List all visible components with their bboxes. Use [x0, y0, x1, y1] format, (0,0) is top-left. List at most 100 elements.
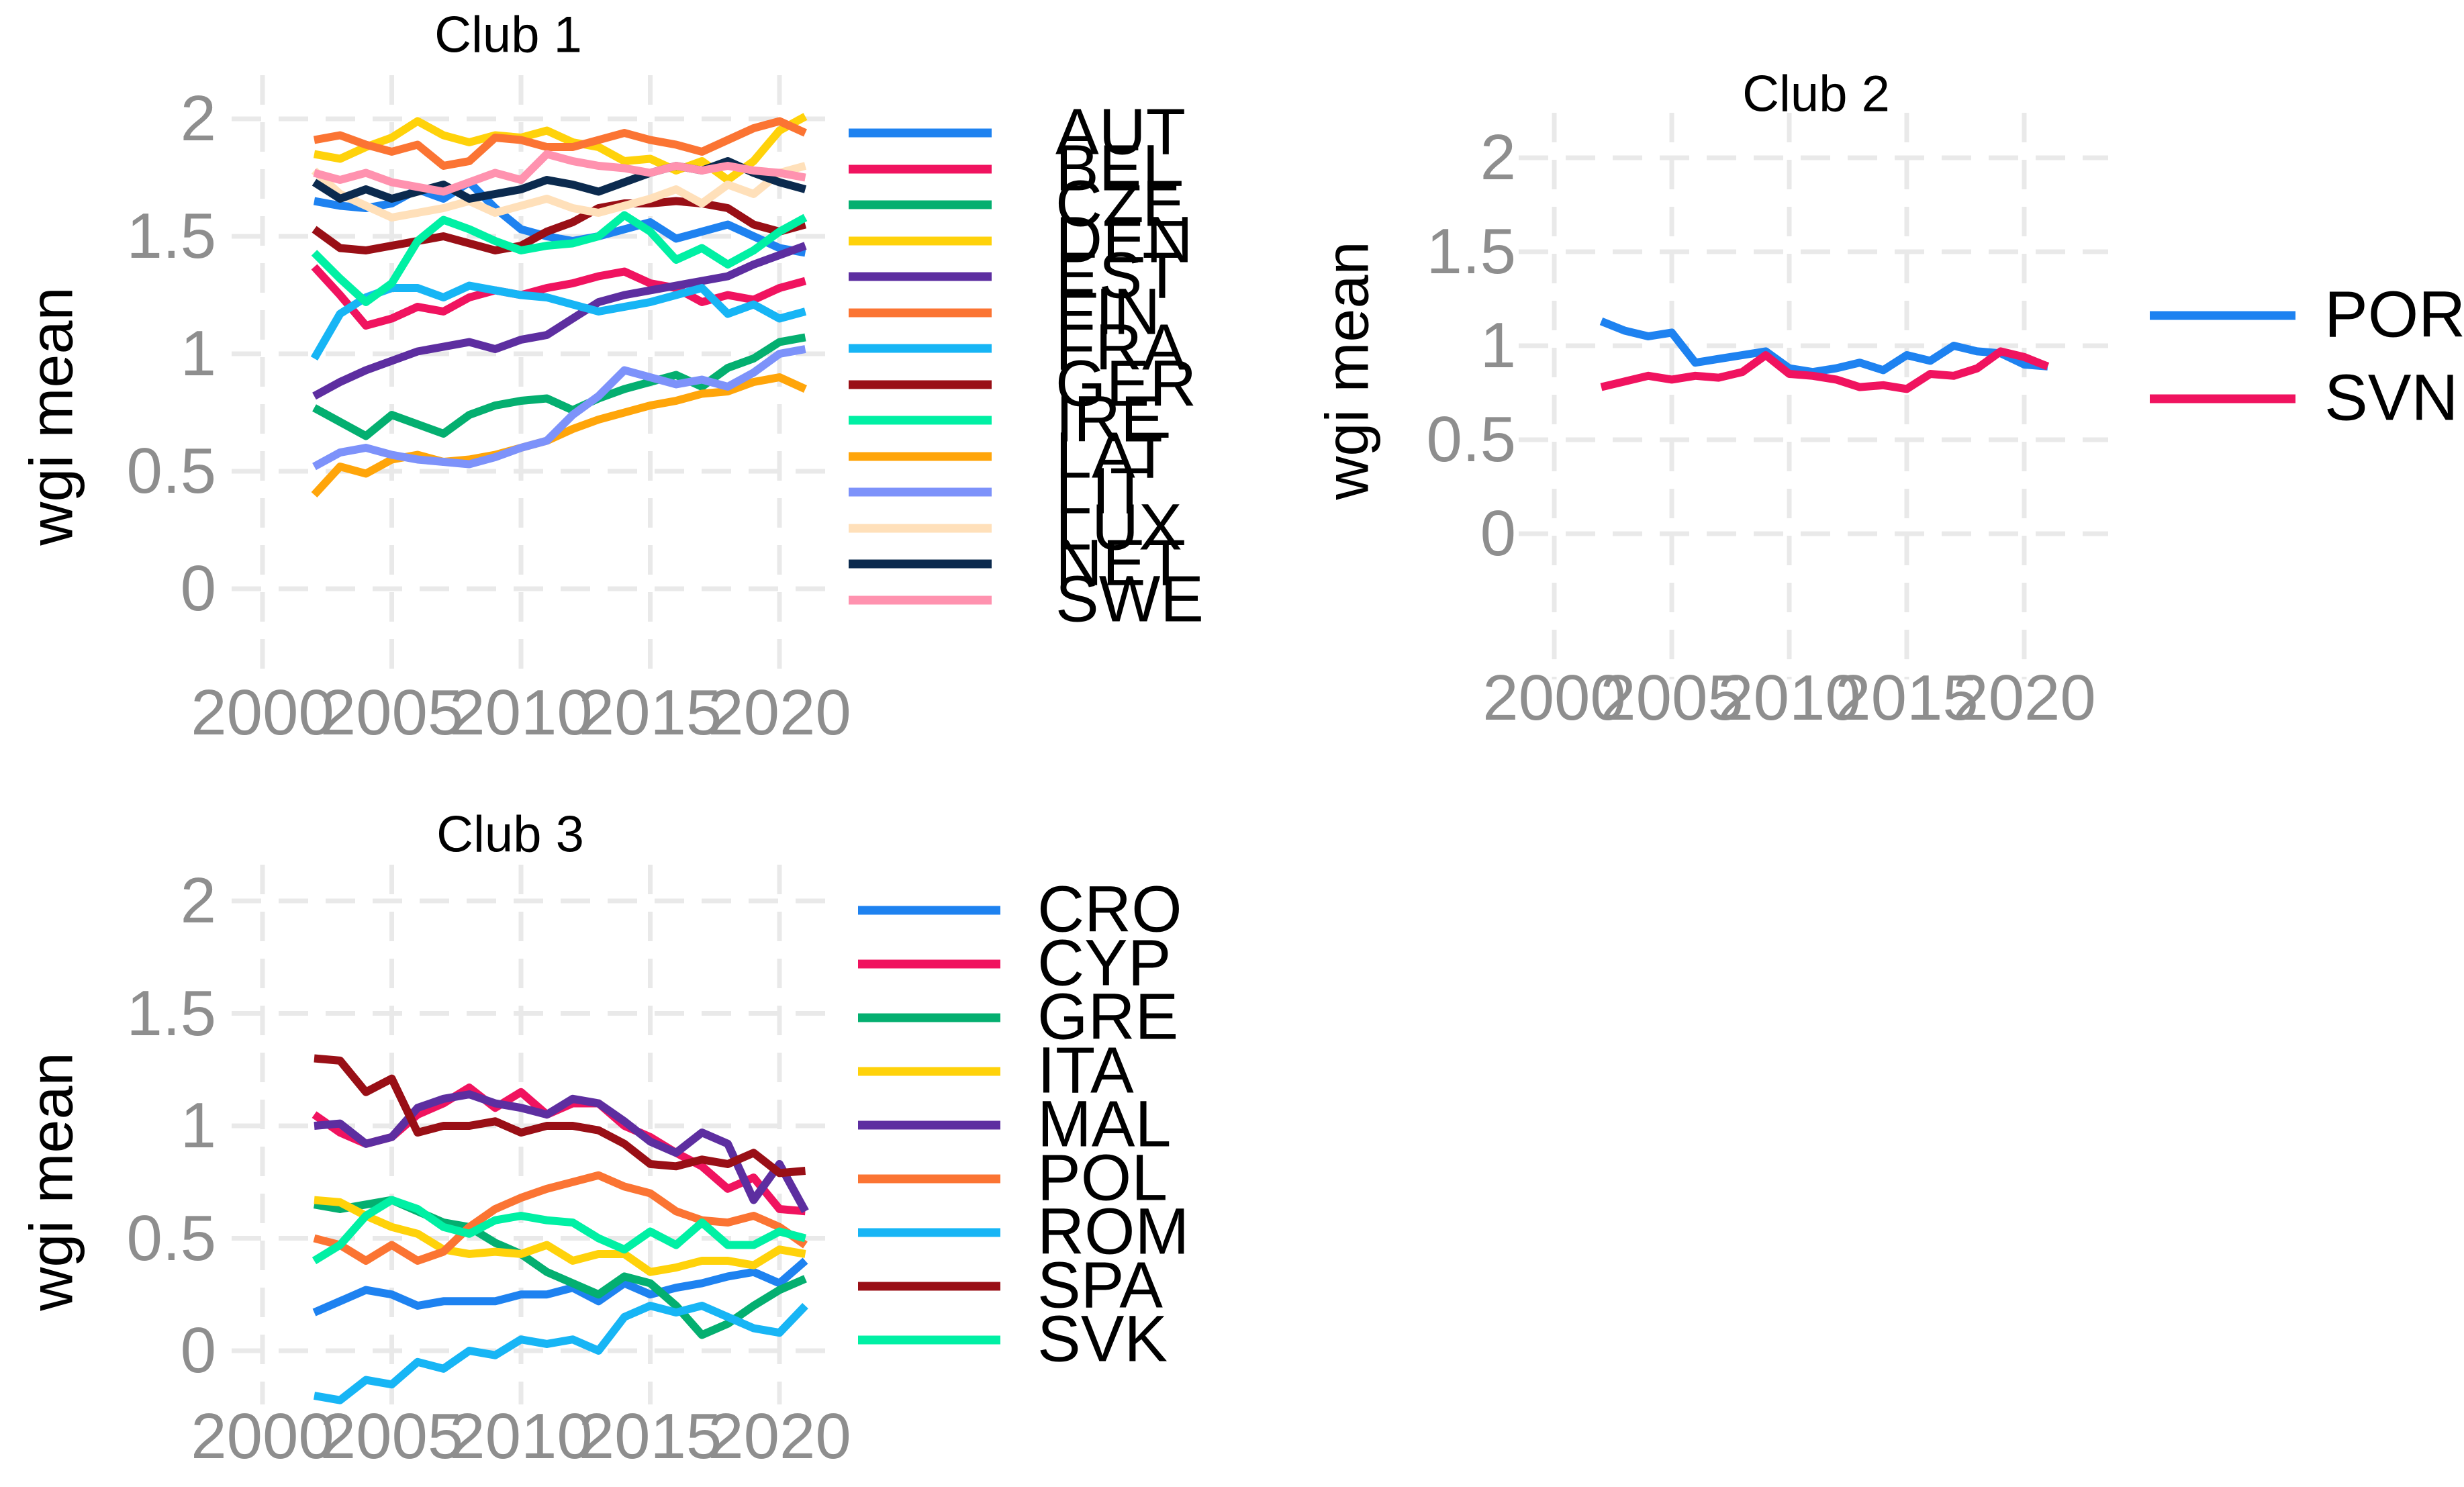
club-1-panel-title: Club 1	[434, 6, 582, 64]
club-1-legend-key-FIN	[849, 308, 992, 317]
club-3-legend-label-CRO: CRO	[1037, 872, 1182, 946]
club-3-legend-key-CRO	[858, 906, 1000, 915]
club-3-legend-key-ROM	[858, 1228, 1000, 1237]
club-1-legend-key-IRE	[849, 416, 992, 425]
club-3-line-MAL	[314, 1090, 809, 1214]
club-3-x-tick-label: 2015	[578, 1400, 722, 1472]
club-3-legend-key-SVK	[858, 1335, 1000, 1345]
club-1-y-tick-label: 0	[180, 553, 216, 624]
club-1-line-GER	[312, 197, 807, 254]
club-3-panel-title: Club 3	[436, 806, 584, 863]
club-2-legend-label-SVN: SVN	[2324, 361, 2459, 434]
club-1-legend-key-NET	[849, 559, 992, 569]
club-1-line-LAT	[311, 373, 807, 498]
club-1-legend-label-EST: EST	[1055, 238, 1182, 312]
club-1-legend-label-DEN: DEN	[1055, 203, 1193, 277]
club-3-line-POL	[313, 1171, 808, 1265]
club-1-legend-label-LAT: LAT	[1055, 418, 1170, 492]
club-1-legend-key-BEL	[849, 164, 992, 173]
club-3-line-SVK	[312, 1196, 807, 1265]
club-2-line-POR	[1599, 318, 2048, 377]
club-3-line-ITA	[314, 1196, 806, 1276]
club-1-legend-key-LUX	[849, 524, 992, 532]
club-1-line-DEN	[313, 113, 808, 184]
club-3-y-tick-label: 1.5	[126, 977, 216, 1049]
club-3-legend-label-CYP: CYP	[1037, 926, 1172, 1000]
club-1-line-FRA	[310, 281, 807, 361]
club-2-y-tick-label: 0	[1480, 497, 1516, 569]
club-3-legend-key-ITA	[858, 1067, 1000, 1076]
club-3-legend-label-POL: POL	[1037, 1141, 1168, 1214]
club-1-x-tick-label: 2020	[708, 677, 851, 749]
club-1-legend-label-IRE: IRE	[1055, 382, 1164, 456]
club-3-y-tick-label: 0	[180, 1314, 216, 1386]
club-1-legend-label-FRA: FRA	[1055, 310, 1186, 384]
club-2-y-tick-label: 0.5	[1426, 403, 1516, 475]
club-2-legend-key-POR	[2150, 311, 2295, 320]
club-3-legend-key-CYP	[858, 959, 1000, 969]
club-2-x-tick-label: 2020	[1952, 662, 2096, 734]
club-1-legend-key-FRA	[849, 344, 992, 353]
club-3-legend-key-MAL	[858, 1120, 1000, 1130]
club-2-x-tick-label: 2015	[1835, 662, 1979, 734]
club-1-legend-key-SWE	[849, 595, 992, 604]
club-3-y-tick-label: 2	[180, 865, 216, 937]
club-1-legend-label-GER: GER	[1055, 346, 1197, 420]
club-1-line-FIN	[313, 117, 807, 170]
club-1-legend-key-CZE	[849, 200, 992, 209]
club-3-x-tick-label: 2020	[708, 1400, 851, 1472]
club-3-legend-label-ROM: ROM	[1037, 1194, 1190, 1268]
club-3-line-CRO	[312, 1257, 808, 1316]
club-2-panel-title: Club 2	[1742, 65, 1890, 123]
club-1-line-LIT	[312, 345, 806, 471]
club-1-legend-label-SWE: SWE	[1055, 562, 1204, 636]
club-1-legend-key-DEN	[849, 236, 992, 245]
club-3-line-SPA	[314, 1054, 806, 1178]
club-1-y-tick-label: 2	[180, 83, 216, 154]
club-3-y-tick-label: 1	[180, 1090, 216, 1161]
club-3-line-ROM	[313, 1302, 808, 1404]
club-1-y-tick-label: 1.5	[126, 200, 216, 272]
club-1-y-tick-label: 1	[180, 318, 216, 389]
club-3-legend-label-MAL: MAL	[1037, 1087, 1172, 1161]
club-1-y-tick-label: 0.5	[126, 435, 216, 507]
club-3-legend-key-GRE	[858, 1013, 1000, 1022]
club-2-legend-key-SVN	[2150, 394, 2295, 403]
club-3-x-tick-label: 2000	[191, 1400, 334, 1472]
club-3-x-tick-label: 2010	[449, 1400, 593, 1472]
club-2-y-tick-label: 1.5	[1426, 215, 1516, 287]
club-3-legend-label-SVK: SVK	[1037, 1302, 1168, 1376]
club-2-y-tick-label: 1	[1480, 309, 1516, 381]
club-3-legend-label-GRE: GRE	[1037, 979, 1179, 1053]
club-1-legend-label-CZE: CZE	[1055, 166, 1186, 240]
club-1-legend-key-AUT	[849, 128, 992, 138]
club-1-legend-label-FIN: FIN	[1055, 275, 1161, 348]
club-1-legend-label-BEL: BEL	[1055, 131, 1179, 205]
club-1-legend-label-LUX: LUX	[1055, 490, 1182, 564]
club-2-legend-label-POR: POR	[2324, 277, 2464, 351]
club-1-x-tick-label: 2010	[449, 677, 593, 749]
club-2-x-tick-label: 2005	[1600, 662, 1744, 734]
club-1-line-SWE	[313, 150, 806, 196]
club-1-line-CZE	[312, 333, 806, 440]
club-1-legend-key-EST	[849, 272, 992, 281]
club-1-line-EST	[312, 242, 807, 400]
club-1-x-tick-label: 2005	[320, 677, 464, 749]
club-1-legend-key-LAT	[849, 452, 992, 461]
club-2-x-tick-label: 2000	[1482, 662, 1626, 734]
club-1-line-IRE	[311, 211, 808, 306]
club-1-x-tick-label: 2015	[578, 677, 722, 749]
club-3-legend-key-POL	[858, 1174, 1000, 1184]
club-3-y-tick-label: 0.5	[126, 1202, 216, 1274]
club-2-y-tick-label: 2	[1480, 122, 1516, 193]
club-1-legend-key-LIT	[849, 487, 992, 497]
club-1-line-BEL	[311, 264, 807, 330]
club-3-x-tick-label: 2005	[320, 1400, 464, 1472]
club-2-line-SVN	[1600, 347, 2050, 393]
club-1-legend-label-NET: NET	[1055, 526, 1186, 599]
club-1-legend-label-LIT: LIT	[1055, 454, 1150, 528]
club-2-x-tick-label: 2010	[1717, 662, 1861, 734]
club-1-legend-key-GER	[849, 380, 992, 389]
club-3-legend-label-ITA: ITA	[1037, 1033, 1134, 1107]
